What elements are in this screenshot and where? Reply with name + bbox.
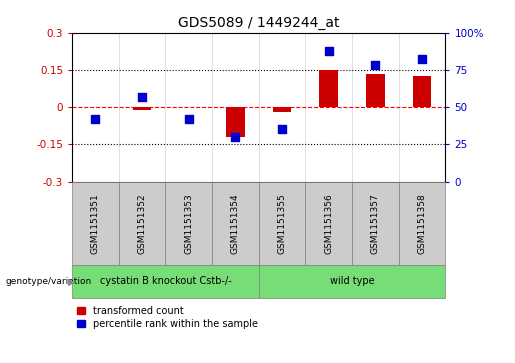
- Bar: [165, 182, 212, 265]
- Point: [418, 57, 426, 62]
- Point: [91, 116, 99, 122]
- Bar: [72, 265, 259, 298]
- Bar: [413, 76, 432, 107]
- Text: GSM1151351: GSM1151351: [91, 193, 100, 254]
- Bar: [259, 182, 305, 265]
- Bar: [212, 182, 259, 265]
- Text: genotype/variation: genotype/variation: [5, 277, 91, 286]
- Point: [324, 48, 333, 53]
- Text: wild type: wild type: [330, 276, 374, 286]
- Point: [185, 116, 193, 122]
- Text: GSM1151354: GSM1151354: [231, 193, 240, 254]
- Title: GDS5089 / 1449244_at: GDS5089 / 1449244_at: [178, 16, 339, 30]
- Bar: [399, 182, 445, 265]
- Bar: [119, 182, 165, 265]
- Point: [138, 94, 146, 99]
- Bar: [259, 265, 445, 298]
- Bar: [352, 182, 399, 265]
- Text: cystatin B knockout Cstb-/-: cystatin B knockout Cstb-/-: [99, 276, 231, 286]
- Text: GSM1151353: GSM1151353: [184, 193, 193, 254]
- Text: GSM1151356: GSM1151356: [324, 193, 333, 254]
- Bar: [366, 74, 385, 107]
- Bar: [226, 107, 245, 137]
- Text: GSM1151358: GSM1151358: [418, 193, 426, 254]
- Bar: [319, 70, 338, 107]
- Text: GSM1151355: GSM1151355: [278, 193, 287, 254]
- Bar: [273, 107, 291, 112]
- Point: [371, 62, 380, 68]
- Text: ▶: ▶: [68, 276, 76, 286]
- Text: GSM1151352: GSM1151352: [138, 193, 147, 254]
- Legend: transformed count, percentile rank within the sample: transformed count, percentile rank withi…: [77, 306, 258, 329]
- Bar: [133, 107, 151, 110]
- Point: [231, 134, 239, 140]
- Point: [278, 127, 286, 132]
- Bar: [305, 182, 352, 265]
- Bar: [72, 182, 119, 265]
- Text: GSM1151357: GSM1151357: [371, 193, 380, 254]
